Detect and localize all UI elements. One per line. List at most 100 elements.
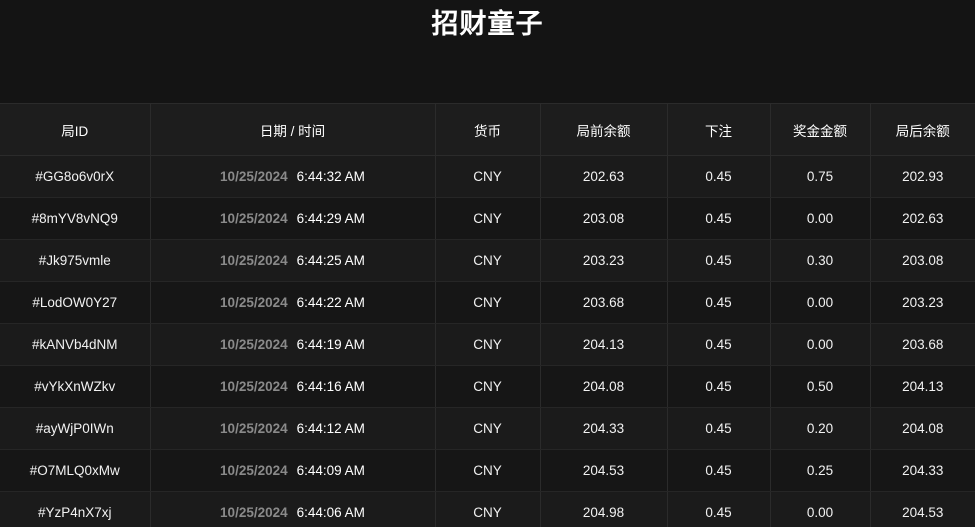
cell-time: 6:44:12 AM <box>296 421 365 436</box>
cell-win: 0.75 <box>770 155 871 198</box>
cell-balance-before: 203.08 <box>540 197 668 240</box>
page-banner: 招财童子 <box>0 0 975 103</box>
cell-balance-after: 202.63 <box>870 197 975 240</box>
cell-bet: 0.45 <box>667 491 771 527</box>
cell-currency: CNY <box>435 323 541 366</box>
cell-date: 10/25/2024 <box>220 379 288 394</box>
table-body: #GG8o6v0rX 10/25/2024 6:44:32 AM CNY 202.63 0… <box>0 155 975 527</box>
cell-balance-before: 203.68 <box>540 281 668 324</box>
table-row[interactable]: #kANVb4dNM 10/25/2024 6:44:19 AM CNY 204.13 0… <box>0 323 975 366</box>
cell-bet: 0.45 <box>667 155 771 198</box>
cell-date: 10/25/2024 <box>220 337 288 352</box>
cell-balance-before: 204.33 <box>540 407 668 450</box>
cell-round-id: #LodOW0Y27 <box>0 281 151 324</box>
cell-win: 0.00 <box>770 281 871 324</box>
table-row[interactable]: #GG8o6v0rX 10/25/2024 6:44:32 AM CNY 202.63 0… <box>0 155 975 198</box>
cell-balance-before: 204.98 <box>540 491 668 527</box>
cell-bet: 0.45 <box>667 323 771 366</box>
cell-round-id: #ayWjP0IWn <box>0 407 151 450</box>
column-header-round-id[interactable]: 局ID <box>0 103 151 156</box>
cell-datetime: 10/25/2024 6:44:32 AM <box>150 155 436 198</box>
cell-balance-before: 204.53 <box>540 449 668 492</box>
cell-date: 10/25/2024 <box>220 421 288 436</box>
cell-bet: 0.45 <box>667 449 771 492</box>
table-header-row: 局ID 日期 / 时间 货币 局前余额 下注 奖金金额 局后余额 <box>0 103 975 156</box>
cell-balance-after: 203.23 <box>870 281 975 324</box>
cell-datetime: 10/25/2024 6:44:06 AM <box>150 491 436 527</box>
table-row[interactable]: #O7MLQ0xMw 10/25/2024 6:44:09 AM CNY 204.53 0… <box>0 449 975 492</box>
cell-time: 6:44:16 AM <box>296 379 365 394</box>
cell-datetime: 10/25/2024 6:44:25 AM <box>150 239 436 282</box>
cell-balance-after: 202.93 <box>870 155 975 198</box>
cell-time: 6:44:25 AM <box>296 253 365 268</box>
cell-round-id: #Jk975vmle <box>0 239 151 282</box>
cell-time: 6:44:19 AM <box>296 337 365 352</box>
cell-currency: CNY <box>435 281 541 324</box>
game-history-table: 局ID 日期 / 时间 货币 局前余额 下注 奖金金额 局后余额 #GG8o6v… <box>0 103 975 527</box>
cell-win: 0.25 <box>770 449 871 492</box>
cell-datetime: 10/25/2024 6:44:16 AM <box>150 365 436 408</box>
cell-bet: 0.45 <box>667 281 771 324</box>
cell-bet: 0.45 <box>667 197 771 240</box>
cell-win: 0.00 <box>770 491 871 527</box>
cell-round-id: #vYkXnWZkv <box>0 365 151 408</box>
table-row[interactable]: #vYkXnWZkv 10/25/2024 6:44:16 AM CNY 204.08 0… <box>0 365 975 408</box>
cell-balance-after: 204.53 <box>870 491 975 527</box>
cell-bet: 0.45 <box>667 239 771 282</box>
column-header-win[interactable]: 奖金金额 <box>770 103 871 156</box>
cell-round-id: #8mYV8vNQ9 <box>0 197 151 240</box>
cell-date: 10/25/2024 <box>220 211 288 226</box>
cell-currency: CNY <box>435 197 541 240</box>
cell-balance-after: 203.68 <box>870 323 975 366</box>
column-header-bet[interactable]: 下注 <box>667 103 771 156</box>
cell-time: 6:44:06 AM <box>296 505 365 520</box>
cell-date: 10/25/2024 <box>220 253 288 268</box>
cell-balance-after: 203.08 <box>870 239 975 282</box>
cell-datetime: 10/25/2024 6:44:19 AM <box>150 323 436 366</box>
cell-currency: CNY <box>435 407 541 450</box>
cell-win: 0.00 <box>770 323 871 366</box>
cell-currency: CNY <box>435 491 541 527</box>
cell-win: 0.00 <box>770 197 871 240</box>
cell-datetime: 10/25/2024 6:44:12 AM <box>150 407 436 450</box>
column-header-datetime[interactable]: 日期 / 时间 <box>150 103 436 156</box>
cell-win: 0.20 <box>770 407 871 450</box>
cell-time: 6:44:22 AM <box>296 295 365 310</box>
cell-balance-before: 203.23 <box>540 239 668 282</box>
cell-bet: 0.45 <box>667 365 771 408</box>
cell-balance-before: 204.08 <box>540 365 668 408</box>
cell-currency: CNY <box>435 365 541 408</box>
cell-date: 10/25/2024 <box>220 295 288 310</box>
cell-balance-after: 204.13 <box>870 365 975 408</box>
cell-round-id: #YzP4nX7xj <box>0 491 151 527</box>
cell-round-id: #O7MLQ0xMw <box>0 449 151 492</box>
column-header-balance-before[interactable]: 局前余额 <box>540 103 668 156</box>
cell-balance-after: 204.33 <box>870 449 975 492</box>
cell-balance-after: 204.08 <box>870 407 975 450</box>
table-row[interactable]: #ayWjP0IWn 10/25/2024 6:44:12 AM CNY 204.33 0… <box>0 407 975 450</box>
cell-currency: CNY <box>435 155 541 198</box>
cell-round-id: #GG8o6v0rX <box>0 155 151 198</box>
cell-currency: CNY <box>435 239 541 282</box>
cell-date: 10/25/2024 <box>220 505 288 520</box>
cell-date: 10/25/2024 <box>220 463 288 478</box>
cell-currency: CNY <box>435 449 541 492</box>
cell-balance-before: 202.63 <box>540 155 668 198</box>
cell-time: 6:44:09 AM <box>296 463 365 478</box>
table-row[interactable]: #YzP4nX7xj 10/25/2024 6:44:06 AM CNY 204.98 0… <box>0 491 975 527</box>
cell-bet: 0.45 <box>667 407 771 450</box>
cell-round-id: #kANVb4dNM <box>0 323 151 366</box>
table-row[interactable]: #LodOW0Y27 10/25/2024 6:44:22 AM CNY 203.68 0… <box>0 281 975 324</box>
column-header-balance-after[interactable]: 局后余额 <box>870 103 975 156</box>
cell-date: 10/25/2024 <box>220 169 288 184</box>
table-row[interactable]: #8mYV8vNQ9 10/25/2024 6:44:29 AM CNY 203.08 0… <box>0 197 975 240</box>
cell-time: 6:44:29 AM <box>296 211 365 226</box>
page-title: 招财童子 <box>431 9 544 39</box>
cell-balance-before: 204.13 <box>540 323 668 366</box>
column-header-currency[interactable]: 货币 <box>435 103 541 156</box>
table-header: 局ID 日期 / 时间 货币 局前余额 下注 奖金金额 局后余额 <box>0 103 975 156</box>
cell-time: 6:44:32 AM <box>296 169 365 184</box>
cell-datetime: 10/25/2024 6:44:29 AM <box>150 197 436 240</box>
table-row[interactable]: #Jk975vmle 10/25/2024 6:44:25 AM CNY 203.23 0… <box>0 239 975 282</box>
